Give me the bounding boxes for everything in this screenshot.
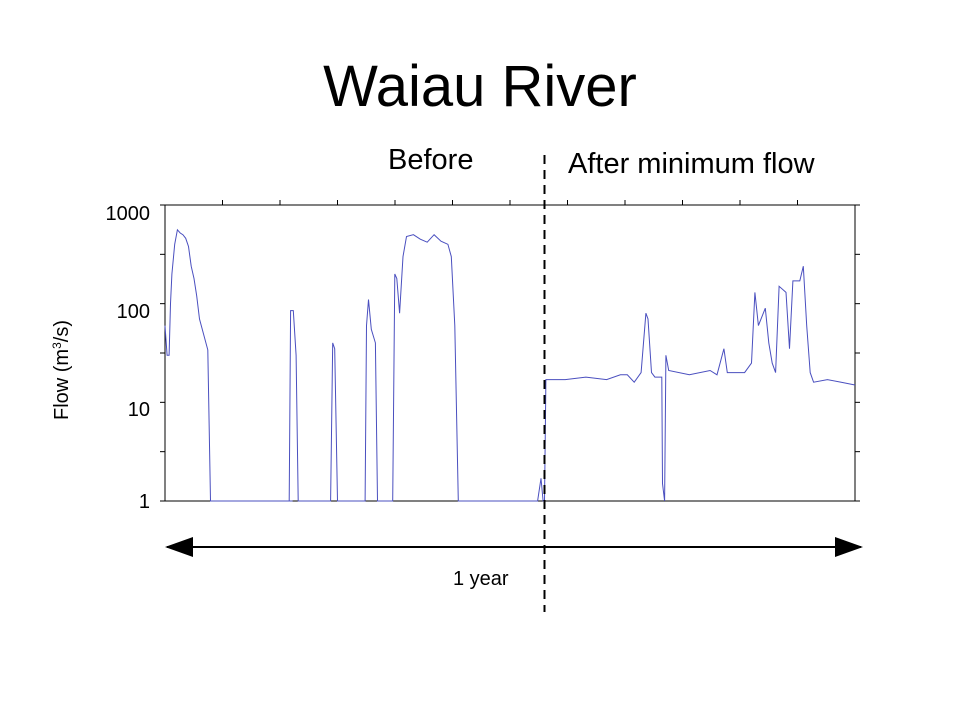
y-tick-label-1: 1 (138, 491, 150, 513)
y-tick-label-100: 100 (116, 301, 150, 323)
after-period-label: After minimum flow (568, 148, 815, 180)
y-tick-label-10: 10 (127, 399, 150, 421)
y-tick-label-1000: 1000 (105, 203, 151, 225)
flow-series-line (164, 228, 856, 502)
time-span-label: 1 year (453, 568, 509, 590)
before-period-label: Before (388, 144, 474, 176)
chart-title: Waiau River (323, 54, 637, 119)
axis-ticks (160, 200, 860, 502)
